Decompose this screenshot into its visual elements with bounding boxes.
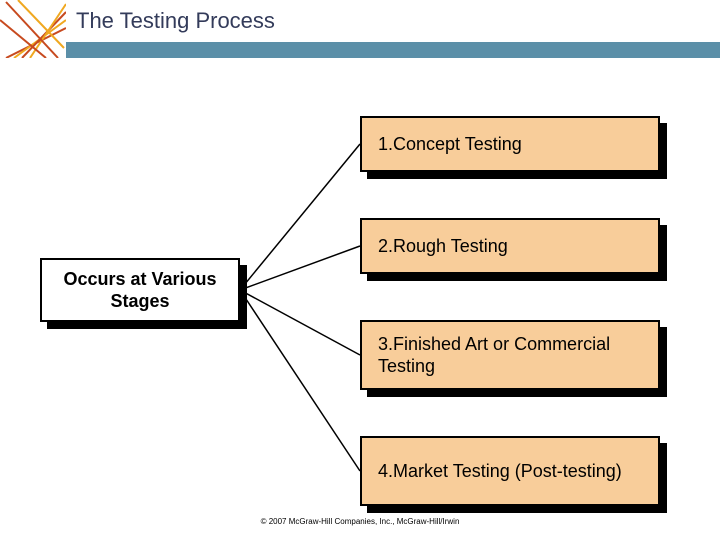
stage-box-1: 1.Concept Testing: [360, 116, 660, 172]
slide-header: The Testing Process: [0, 0, 720, 58]
stage-label: 2.Rough Testing: [360, 218, 660, 274]
stage-label: 3.Finished Art or Commercial Testing: [360, 320, 660, 390]
copyright-footer: © 2007 McGraw-Hill Companies, Inc., McGr…: [0, 517, 720, 526]
stage-box-3: 3.Finished Art or Commercial Testing: [360, 320, 660, 390]
logo-area: [0, 0, 66, 58]
source-label: Occurs at Various Stages: [40, 258, 240, 322]
stage-box-2: 2.Rough Testing: [360, 218, 660, 274]
stage-label: 4.Market Testing (Post-testing): [360, 436, 660, 506]
stage-label: 1.Concept Testing: [360, 116, 660, 172]
sunburst-logo-icon: [0, 0, 66, 58]
slide-title: The Testing Process: [76, 8, 275, 34]
title-band: The Testing Process: [66, 0, 720, 42]
source-box: Occurs at Various Stages: [40, 258, 240, 322]
diagram-area: Occurs at Various Stages 1.Concept Testin…: [0, 58, 720, 524]
stage-box-4: 4.Market Testing (Post-testing): [360, 436, 660, 506]
